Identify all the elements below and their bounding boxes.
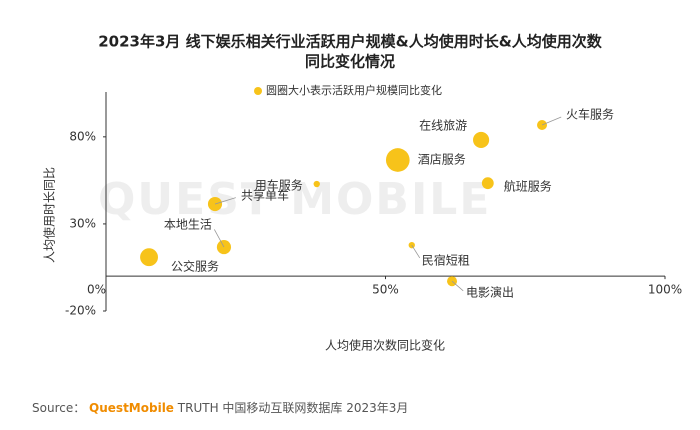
leader-line xyxy=(213,229,225,248)
leader-line xyxy=(411,244,421,259)
watermark: QUEST MOBILE xyxy=(98,174,491,225)
leader-line xyxy=(541,116,562,126)
x-tick-label: 0% xyxy=(87,283,106,297)
bubble xyxy=(207,196,223,212)
point-label: 酒店服务 xyxy=(418,151,466,166)
leader-line xyxy=(451,280,464,292)
point-label: 本地生活 xyxy=(164,218,212,232)
point-label: 航班服务 xyxy=(504,179,552,194)
point-label: 火车服务 xyxy=(566,106,614,121)
point-label: 公交服务 xyxy=(171,259,219,274)
x-axis-label: 人均使用次数同比变化 xyxy=(325,338,445,353)
legend-marker xyxy=(254,87,262,95)
y-tick-label: -20% xyxy=(65,304,96,318)
legend-note: 圆圈大小表示活跃用户规模同比变化 xyxy=(266,83,442,97)
source-brand: QuestMobile xyxy=(89,401,174,415)
point-label: 电影演出 xyxy=(466,285,514,300)
y-axis-label: 人均使用时长同比 xyxy=(42,167,57,263)
bubble xyxy=(216,240,232,255)
chart-title: 2023年3月 线下娱乐相关行业活跃用户规模&人均使用时长&人均使用次数 xyxy=(98,33,603,51)
source-rest: TRUTH 中国移动互联网数据库 2023年3月 xyxy=(177,400,409,415)
source-prefix: Source： xyxy=(32,401,85,415)
bubble xyxy=(313,180,320,188)
bubble xyxy=(481,177,494,190)
x-tick-label: 100% xyxy=(648,283,682,297)
y-tick-label: 80% xyxy=(69,129,96,143)
point-label: 共享单车 xyxy=(241,188,289,203)
leader-line xyxy=(214,197,236,205)
x-tick-label: 50% xyxy=(372,283,399,297)
bubble xyxy=(385,148,410,172)
point-label: 在线旅游 xyxy=(419,118,467,132)
y-tick-label: 30% xyxy=(69,216,96,230)
chart-title: 同比变化情况 xyxy=(305,53,395,71)
point-label: 用车服务 xyxy=(255,178,303,193)
point-label: 民宿短租 xyxy=(422,253,470,268)
bubble xyxy=(473,131,490,149)
bubble xyxy=(140,248,158,267)
source: Source： QuestMobile TRUTH 中国移动互联网数据库 202… xyxy=(32,400,408,415)
